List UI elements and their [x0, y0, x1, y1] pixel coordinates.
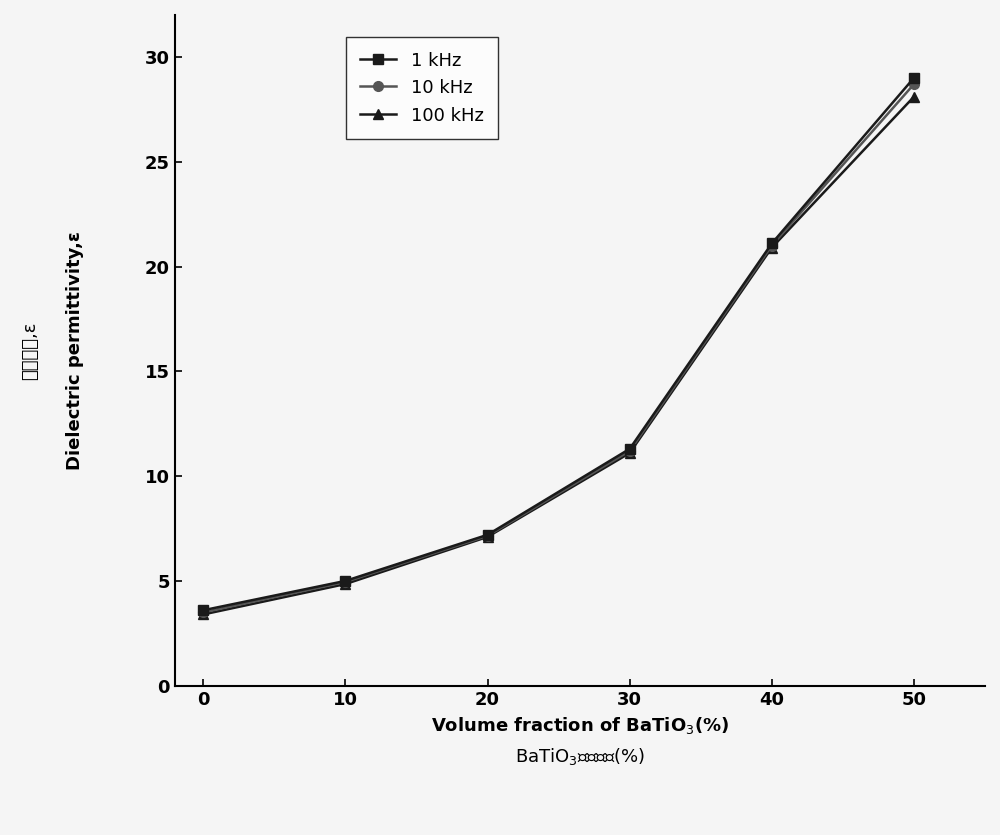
Line: 100 kHz: 100 kHz	[198, 92, 919, 620]
1 kHz	[197, 605, 209, 615]
Line: 1 kHz: 1 kHz	[198, 73, 919, 615]
100 kHz	[197, 610, 209, 620]
1 kHz	[624, 444, 636, 454]
X-axis label: Volume fraction of BaTiO$_3$(%): Volume fraction of BaTiO$_3$(%)	[431, 716, 729, 736]
100 kHz	[339, 579, 351, 589]
Line: 10 kHz: 10 kHz	[198, 79, 919, 617]
100 kHz	[908, 92, 920, 102]
1 kHz	[766, 239, 778, 249]
Text: Dielectric permittivity,ε: Dielectric permittivity,ε	[66, 230, 84, 470]
10 kHz	[482, 531, 494, 541]
100 kHz	[766, 243, 778, 253]
1 kHz	[482, 529, 494, 539]
10 kHz	[624, 446, 636, 456]
Legend: 1 kHz, 10 kHz, 100 kHz: 1 kHz, 10 kHz, 100 kHz	[346, 38, 498, 139]
10 kHz	[339, 577, 351, 587]
10 kHz	[908, 79, 920, 89]
100 kHz	[624, 448, 636, 458]
1 kHz	[908, 73, 920, 83]
10 kHz	[766, 240, 778, 250]
Text: BaTiO$_3$体积分数(%): BaTiO$_3$体积分数(%)	[515, 746, 645, 767]
1 kHz	[339, 576, 351, 586]
10 kHz	[197, 607, 209, 617]
Text: 介电常数,ε: 介电常数,ε	[21, 321, 39, 380]
100 kHz	[482, 532, 494, 542]
